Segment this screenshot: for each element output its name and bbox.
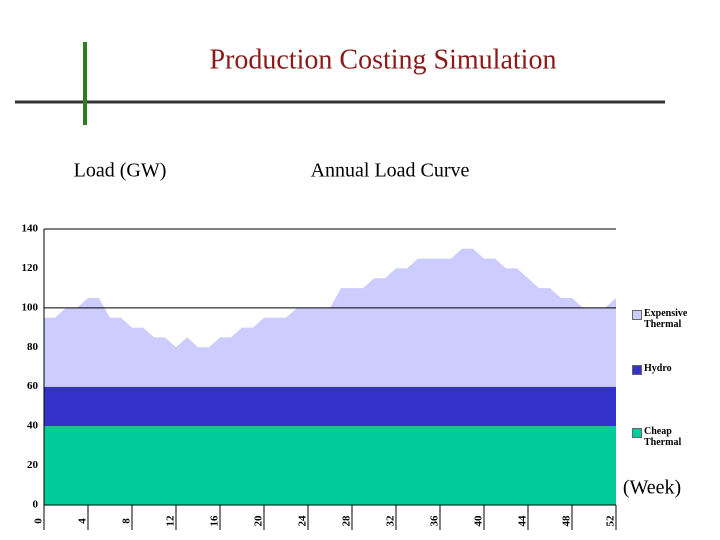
x-tick-label: 20 — [253, 515, 265, 527]
area — [44, 426, 616, 505]
slide-title: Production Costing Simulation — [210, 44, 557, 75]
x-tick-label: 12 — [165, 515, 177, 527]
x-tick-label: 32 — [385, 515, 397, 527]
y-tick-label: 140 — [22, 223, 39, 235]
x-tick-label: 4 — [77, 518, 89, 524]
legend-label: Cheap Thermal — [644, 426, 682, 448]
x-tick-label: 36 — [429, 515, 441, 527]
x-tick-label: 48 — [561, 515, 573, 527]
y-tick-label: 60 — [27, 380, 39, 392]
x-tick-label: 44 — [517, 515, 529, 527]
areas — [44, 248, 616, 505]
x-tick-label: 28 — [341, 515, 353, 527]
legend-swatch — [632, 428, 642, 438]
legend-swatch — [632, 365, 642, 375]
x-tick-label: 16 — [209, 515, 221, 527]
legend-label: Expensive Thermal — [644, 308, 688, 330]
x-tick-label: 52 — [605, 515, 617, 527]
area — [44, 248, 616, 387]
x-tick-label: 0 — [33, 518, 45, 524]
legend-label: Hydro — [644, 363, 672, 374]
x-tick-label: 8 — [121, 518, 133, 524]
y-tick-label: 120 — [22, 262, 39, 274]
y-tick-label: 20 — [27, 459, 39, 471]
area — [44, 386, 616, 427]
x-tick-label: 40 — [473, 515, 485, 527]
y-tick-label: 0 — [33, 499, 39, 511]
x-tick-label: 24 — [297, 515, 309, 527]
x-axis-label: (Week) — [623, 477, 681, 499]
y-tick-label: 40 — [27, 420, 39, 432]
y-tick-label: 80 — [27, 341, 39, 353]
chart-title: Annual Load Curve — [311, 160, 470, 182]
legend-swatch — [632, 310, 642, 320]
y-tick-label: 100 — [22, 301, 39, 313]
y-axis-label: Load (GW) — [74, 160, 167, 182]
